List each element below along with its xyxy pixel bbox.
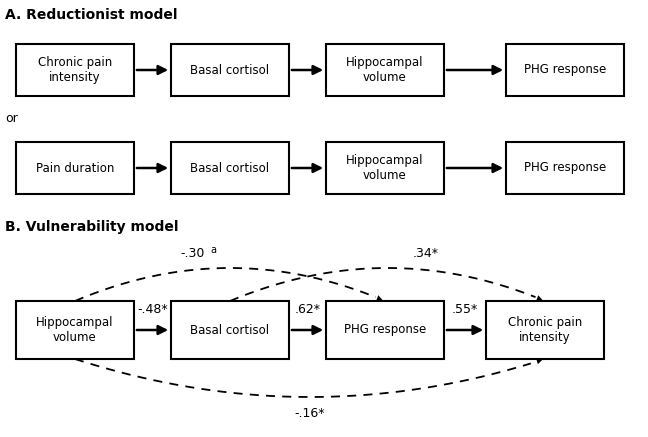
FancyBboxPatch shape [171,142,289,194]
Text: Hippocampal
volume: Hippocampal volume [346,154,424,182]
Text: Hippocampal
volume: Hippocampal volume [36,316,114,344]
FancyBboxPatch shape [486,301,604,359]
Text: -.16*: -.16* [295,407,325,420]
FancyBboxPatch shape [506,142,624,194]
Text: Hippocampal
volume: Hippocampal volume [346,56,424,84]
Text: B. Vulnerability model: B. Vulnerability model [5,220,178,234]
FancyBboxPatch shape [326,44,444,96]
Text: Chronic pain
intensity: Chronic pain intensity [508,316,582,344]
Text: Chronic pain
intensity: Chronic pain intensity [38,56,112,84]
FancyBboxPatch shape [506,44,624,96]
Text: PHG response: PHG response [344,323,426,336]
Text: -.48*: -.48* [137,303,168,316]
Text: or: or [5,112,17,125]
Text: PHG response: PHG response [524,162,606,174]
Text: Pain duration: Pain duration [36,162,114,174]
Text: Basal cortisol: Basal cortisol [191,162,270,174]
Text: .34*: .34* [412,247,438,260]
FancyBboxPatch shape [16,44,134,96]
Text: .55*: .55* [452,303,478,316]
Text: A. Reductionist model: A. Reductionist model [5,8,178,22]
FancyBboxPatch shape [326,142,444,194]
Text: a: a [211,245,217,255]
Text: Basal cortisol: Basal cortisol [191,63,270,76]
FancyBboxPatch shape [16,301,134,359]
Text: PHG response: PHG response [524,63,606,76]
Text: Basal cortisol: Basal cortisol [191,323,270,336]
Text: -.30: -.30 [181,247,205,260]
Text: .62*: .62* [294,303,321,316]
FancyBboxPatch shape [326,301,444,359]
FancyBboxPatch shape [171,44,289,96]
FancyBboxPatch shape [171,301,289,359]
FancyBboxPatch shape [16,142,134,194]
